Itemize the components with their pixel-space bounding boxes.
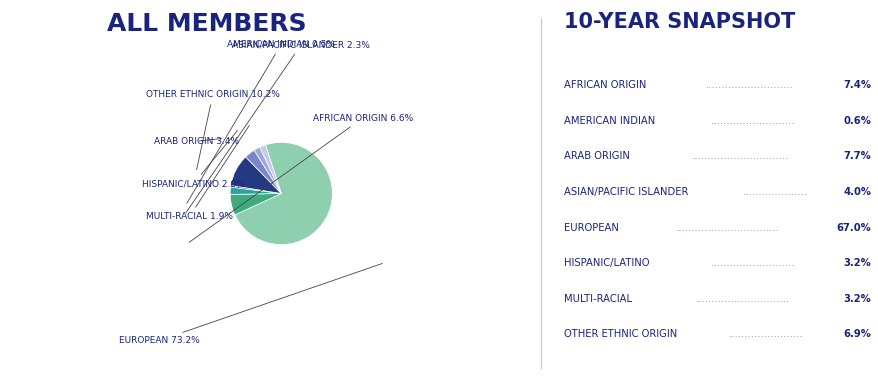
Text: ..............................: .............................. — [691, 151, 788, 161]
Text: ALL MEMBERS: ALL MEMBERS — [107, 12, 306, 36]
Text: EUROPEAN 73.2%: EUROPEAN 73.2% — [119, 264, 382, 345]
Text: .......................: ....................... — [728, 329, 802, 339]
Text: 0.6%: 0.6% — [843, 116, 870, 126]
Wedge shape — [230, 194, 281, 215]
Wedge shape — [245, 150, 281, 194]
Text: OTHER ETHNIC ORIGIN 10.2%: OTHER ETHNIC ORIGIN 10.2% — [146, 90, 279, 170]
Text: 67.0%: 67.0% — [836, 223, 870, 233]
Wedge shape — [260, 145, 281, 194]
Text: ..........................: .......................... — [710, 258, 795, 268]
Text: HISPANIC/LATINO: HISPANIC/LATINO — [564, 258, 649, 268]
Text: 7.7%: 7.7% — [843, 151, 870, 161]
Text: MULTI-RACIAL 1.9%: MULTI-RACIAL 1.9% — [146, 125, 249, 221]
Text: AFRICAN ORIGIN 6.6%: AFRICAN ORIGIN 6.6% — [189, 113, 413, 242]
Text: AFRICAN ORIGIN: AFRICAN ORIGIN — [564, 80, 646, 90]
Text: 3.2%: 3.2% — [843, 258, 870, 268]
Text: ................................: ................................ — [675, 223, 779, 233]
Text: AMERICAN INDIAN 0.5%: AMERICAN INDIAN 0.5% — [186, 40, 335, 203]
Text: 6.9%: 6.9% — [843, 329, 870, 339]
Wedge shape — [230, 185, 281, 194]
Text: 3.2%: 3.2% — [843, 294, 870, 304]
Text: ....................: .................... — [742, 187, 807, 197]
Text: HISPANIC/LATINO 2.0%: HISPANIC/LATINO 2.0% — [142, 131, 244, 188]
Text: ASIAN/PACIFIC ISLANDER: ASIAN/PACIFIC ISLANDER — [564, 187, 688, 197]
Text: 10-YEAR SNAPSHOT: 10-YEAR SNAPSHOT — [564, 12, 795, 32]
Wedge shape — [234, 142, 332, 245]
Text: .............................: ............................. — [695, 294, 789, 304]
Text: ARAB ORIGIN 3.4%: ARAB ORIGIN 3.4% — [154, 137, 239, 146]
Text: MULTI-RACIAL: MULTI-RACIAL — [564, 294, 632, 304]
Wedge shape — [230, 187, 281, 194]
Text: ARAB ORIGIN: ARAB ORIGIN — [564, 151, 630, 161]
Text: EUROPEAN: EUROPEAN — [564, 223, 619, 233]
Text: 4.0%: 4.0% — [843, 187, 870, 197]
Text: AMERICAN INDIAN: AMERICAN INDIAN — [564, 116, 655, 126]
Text: OTHER ETHNIC ORIGIN: OTHER ETHNIC ORIGIN — [564, 329, 677, 339]
Wedge shape — [231, 157, 281, 194]
Text: ..........................: .......................... — [710, 116, 795, 126]
Wedge shape — [254, 147, 281, 194]
Text: ASIAN/PACIFIC ISLANDER 2.3%: ASIAN/PACIFIC ISLANDER 2.3% — [186, 40, 370, 212]
Text: ...........................: ........................... — [705, 80, 793, 90]
Text: 7.4%: 7.4% — [843, 80, 870, 90]
